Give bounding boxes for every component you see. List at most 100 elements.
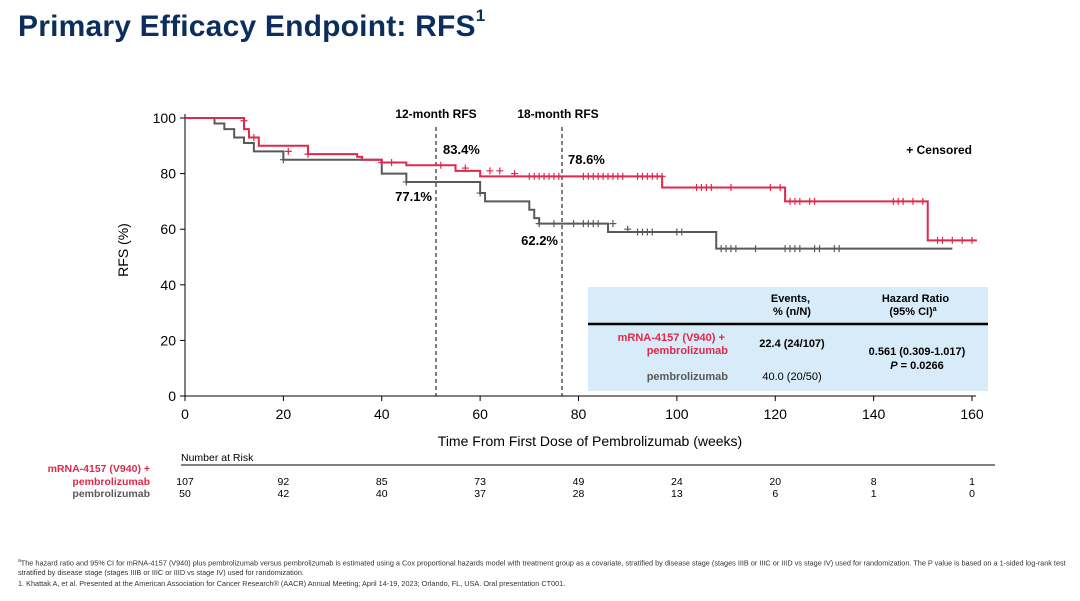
risk-value-control: 42: [278, 488, 290, 500]
table-hazard-ratio: 0.561 (0.309-1.017): [869, 346, 966, 358]
treatment-censor-mark: [938, 236, 946, 244]
risk-value-treatment: 85: [376, 476, 388, 488]
number-at-risk-heading: Number at Risk: [181, 452, 254, 464]
control-censor-mark: [476, 189, 484, 197]
treatment-censor-mark: [811, 197, 819, 205]
chart-axes: 0 20 40 60 80 100 0 20 40 60 80 100 120 140 160: [153, 110, 984, 422]
treatment-censor-mark: [776, 184, 784, 191]
table-header-hr-line1: Hazard Ratio: [882, 293, 950, 305]
y-tick-label: 40: [160, 277, 176, 293]
treatment-censor-mark: [958, 236, 966, 244]
risk-treatment-label-line2: pembrolizumab: [72, 476, 150, 488]
control-18-month-value: 62.2%: [521, 233, 558, 248]
summary-table-background: [588, 287, 988, 391]
title-reference-marker: 1: [475, 6, 486, 25]
control-censor-mark: [279, 156, 287, 164]
risk-value-control: 0: [969, 488, 975, 500]
treatment-censor-mark: [909, 197, 917, 205]
table-header-hr-line2: (95% CI): [889, 306, 933, 318]
table-header-hazard-ratio: Hazard Ratio (95% CI)a: [882, 293, 952, 318]
treatment-censor-mark: [496, 167, 504, 175]
x-tick-label: 0: [181, 406, 189, 422]
treatment-censor-mark: [511, 170, 519, 178]
x-tick-label: 80: [571, 406, 587, 422]
risk-value-control: 6: [772, 488, 778, 500]
treatment-censor-mark: [619, 172, 627, 180]
control-censor-mark: [550, 220, 558, 228]
footnote-a-marker: a: [18, 558, 21, 564]
risk-value-control: 28: [573, 488, 585, 500]
treatment-18-month-value: 78.6%: [568, 152, 605, 167]
y-tick-label: 20: [160, 332, 176, 348]
risk-value-control: 13: [671, 488, 683, 500]
risk-value-treatment: 20: [769, 476, 781, 488]
control-censor-mark: [796, 245, 804, 253]
control-censor-mark: [835, 245, 843, 253]
control-censor-mark: [609, 220, 617, 228]
treatment-censor-mark: [486, 167, 494, 175]
risk-value-control: 50: [179, 488, 191, 500]
control-12-month-value: 77.1%: [395, 189, 432, 204]
table-treatment-events: 22.4 (24/107): [759, 338, 825, 350]
risk-value-control: 40: [376, 488, 388, 500]
censored-legend: + Censored: [906, 143, 972, 157]
x-tick-label: 40: [374, 406, 390, 422]
y-axis-label: RFS (%): [115, 223, 131, 277]
treatment-censor-mark: [437, 161, 445, 169]
p-value-number: = 0.0266: [898, 360, 944, 372]
reference-label-18-month: 18-month RFS: [517, 107, 598, 121]
treatment-12-month-value: 83.4%: [443, 142, 480, 157]
y-tick-label: 80: [160, 166, 176, 182]
risk-control-label: pembrolizumab: [72, 488, 150, 500]
treatment-censor-mark: [948, 236, 956, 244]
y-tick-label: 60: [160, 221, 176, 237]
chart-series: [185, 117, 977, 253]
x-tick-label: 100: [665, 406, 689, 422]
risk-value-control: 1: [871, 488, 877, 500]
control-censor-mark: [732, 245, 740, 253]
table-header-events-line2: % (n/N): [773, 306, 811, 318]
footnote-1: 1. Khattak A, et al. Presented at the Am…: [18, 579, 566, 588]
control-censor-mark: [678, 228, 686, 236]
table-p-value: P = 0.0266: [890, 360, 944, 372]
x-tick-label: 160: [960, 406, 984, 422]
control-censor-mark: [402, 178, 410, 186]
y-tick-label: 100: [153, 110, 177, 126]
table-treatment-label-line2: pembrolizumab: [647, 345, 729, 357]
control-censor-mark: [594, 220, 602, 228]
control-survival-line: [185, 117, 953, 250]
table-treatment-label: mRNA-4157 (V940) + pembrolizumab: [618, 332, 729, 357]
treatment-censor-mark: [766, 184, 774, 191]
treatment-censor-mark: [919, 197, 927, 205]
treatment-censor-mark: [388, 158, 396, 166]
page-title: Primary Efficacy Endpoint: RFS1: [18, 6, 486, 43]
treatment-censor-mark: [796, 197, 804, 205]
control-censor-mark: [624, 225, 632, 233]
x-tick-label: 20: [276, 406, 292, 422]
treatment-censor-mark: [968, 236, 976, 244]
risk-value-control: 37: [474, 488, 486, 500]
treatment-censor-mark: [899, 197, 907, 205]
treatment-censor-mark: [284, 147, 292, 155]
table-header-events: Events, % (n/N): [771, 293, 813, 318]
table-treatment-label-line1: mRNA-4157 (V940) +: [618, 332, 725, 344]
table-control-label: pembrolizumab: [647, 371, 729, 383]
risk-value-treatment: 73: [474, 476, 486, 488]
treatment-censor-mark: [378, 158, 386, 166]
treatment-censor-mark: [707, 184, 715, 191]
risk-value-treatment: 24: [671, 476, 683, 488]
treatment-survival-line: [185, 117, 977, 242]
table-control-events: 40.0 (20/50): [762, 371, 821, 383]
treatment-censor-mark: [240, 117, 248, 125]
control-censor-mark: [648, 228, 656, 236]
x-tick-label: 140: [862, 406, 886, 422]
table-header-events-line1: Events,: [771, 293, 810, 305]
x-tick-label: 60: [472, 406, 488, 422]
risk-value-treatment: 107: [176, 476, 194, 488]
control-censor-mark: [816, 245, 824, 253]
control-censor-mark: [752, 245, 760, 253]
treatment-censor-mark: [555, 172, 563, 180]
p-value-symbol: P: [890, 360, 898, 372]
control-censor-mark: [570, 220, 578, 228]
